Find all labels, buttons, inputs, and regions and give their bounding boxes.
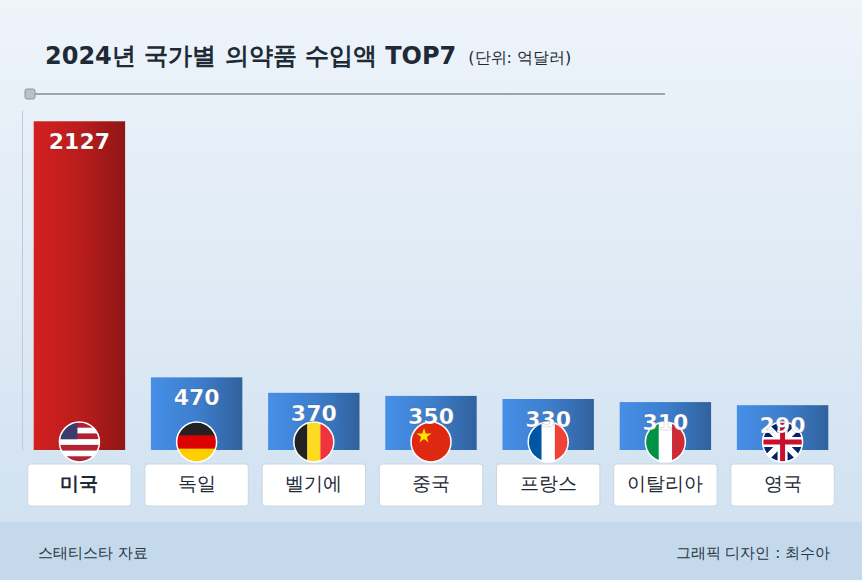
y-axis-line <box>22 111 23 451</box>
flag <box>177 422 217 463</box>
x-tick-label: 독일 <box>178 471 216 493</box>
data-label: 310 <box>642 410 688 435</box>
title: 2024년 국가별 의약품 수입액 TOP7 <box>45 42 456 70</box>
x-tick-label: 이탈리아 <box>627 471 703 493</box>
source: 스태티스타 자료 <box>38 544 148 562</box>
background <box>0 0 862 580</box>
bar <box>151 377 242 450</box>
footer-band <box>0 522 862 580</box>
flag-part <box>59 445 99 451</box>
x-axis: 미국 독일 벨기에 중국 프랑스 이탈리아 영국 <box>60 471 801 493</box>
x-tick: 미국 <box>60 471 98 493</box>
category-box <box>145 464 248 506</box>
bars <box>34 121 829 450</box>
credit: 그래픽 디자인 : 최수아 <box>676 544 830 562</box>
category-box <box>731 464 834 506</box>
category-box <box>379 464 482 506</box>
data-label: 470 <box>174 385 220 410</box>
title-rule-knob <box>25 89 35 99</box>
data-label: 370 <box>291 401 337 426</box>
y-axis <box>22 111 23 451</box>
flag-border <box>177 422 217 462</box>
flag-border <box>294 422 334 462</box>
flag-part <box>177 435 217 449</box>
flag-part <box>416 428 431 442</box>
x-tick-label: 미국 <box>60 471 98 493</box>
flag-part <box>177 422 217 436</box>
x-tick: 영국 <box>764 471 802 493</box>
x-tick: 이탈리아 <box>627 471 703 493</box>
bar <box>34 121 125 450</box>
x-tick: 프랑스 <box>520 471 577 493</box>
category-boxes <box>28 464 835 506</box>
flag-part <box>59 439 99 445</box>
x-tick-label: 중국 <box>412 471 450 493</box>
data-label: 350 <box>408 404 454 429</box>
data-labels: 2127 470 370 350 330 310 290 <box>49 129 806 438</box>
x-tick-label: 벨기에 <box>285 471 342 493</box>
subtitle: (단위: 억달러) <box>468 48 571 67</box>
category-box <box>496 464 599 506</box>
x-tick-label: 영국 <box>764 471 802 493</box>
category-box <box>28 464 131 506</box>
data-label: 2127 <box>49 129 110 154</box>
x-tick-label: 프랑스 <box>520 471 577 493</box>
title-rule <box>30 93 665 95</box>
x-tick: 벨기에 <box>285 471 342 493</box>
data-label: 290 <box>760 413 806 438</box>
category-box <box>614 464 717 506</box>
flag-part <box>294 422 308 462</box>
x-tick: 중국 <box>412 471 450 493</box>
category-box <box>262 464 365 506</box>
flag-part <box>307 422 321 462</box>
data-label: 330 <box>525 407 571 432</box>
flag <box>59 422 99 463</box>
flag-border <box>59 422 99 462</box>
x-tick: 독일 <box>178 471 216 493</box>
flag <box>294 422 335 462</box>
chart-svg: 2024년 국가별 의약품 수입액 TOP7 (단위: 억달러) 2127 470 37… <box>0 0 862 580</box>
